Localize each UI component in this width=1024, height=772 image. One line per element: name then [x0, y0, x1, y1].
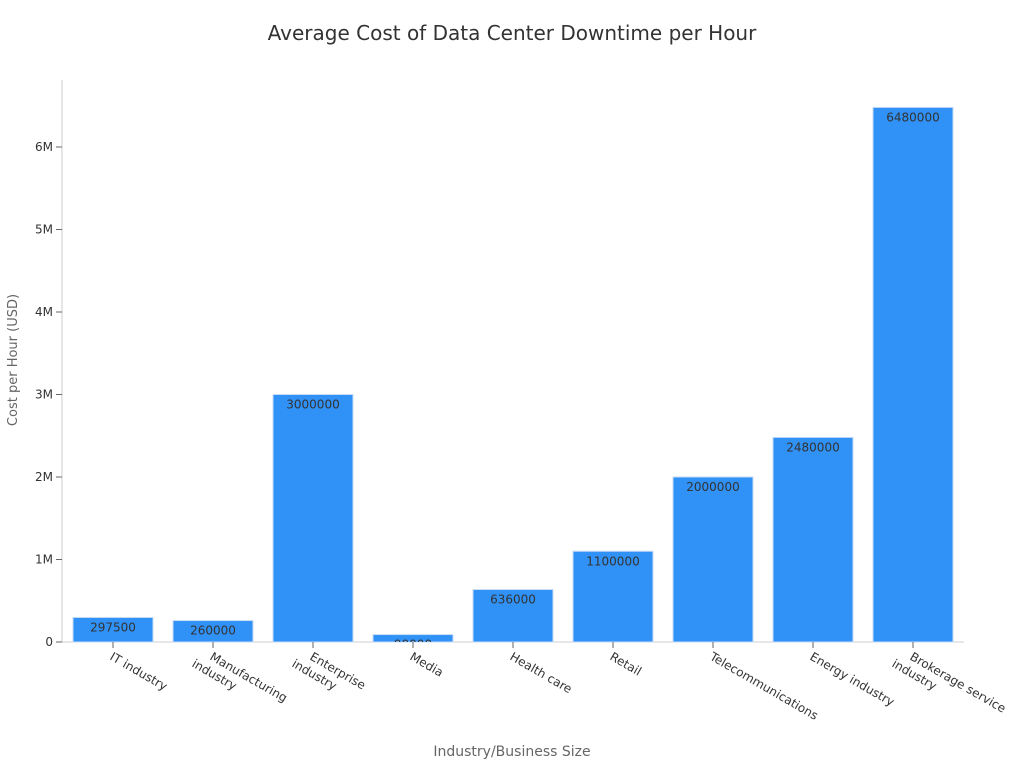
x-tick-label: Manufacturingindustry	[190, 643, 290, 718]
x-axis-label: Industry/Business Size	[433, 744, 590, 760]
y-tick-label: 6M	[35, 140, 53, 154]
y-tick-label: 0	[45, 635, 53, 649]
bar	[872, 106, 954, 643]
x-tick-label: Enterpriseindustry	[290, 643, 368, 705]
x-tick-label: Telecommunications	[707, 649, 821, 723]
y-tick-label: 1M	[35, 553, 53, 567]
bar	[572, 550, 654, 643]
data-label: 1100000	[586, 554, 639, 568]
x-tick-label: Energy industry	[808, 649, 897, 709]
bar	[72, 616, 154, 643]
data-label: 2480000	[786, 440, 839, 454]
data-label: 636000	[490, 593, 536, 607]
y-tick-label: 2M	[35, 470, 53, 484]
x-tick-label: IT industry	[108, 649, 170, 693]
y-tick-label: 5M	[35, 223, 53, 237]
data-label: 90000	[394, 638, 432, 652]
x-tick-label: Retail	[608, 649, 644, 678]
bar	[472, 589, 554, 643]
chart-title: Average Cost of Data Center Downtime per…	[268, 21, 757, 45]
data-label: 3000000	[286, 398, 339, 412]
data-label: 260000	[190, 624, 236, 638]
y-tick-label: 4M	[35, 305, 53, 319]
data-label: 2000000	[686, 480, 739, 494]
y-tick-label: 3M	[35, 388, 53, 402]
x-tick-label: Media	[408, 649, 446, 679]
x-tick-label: Brokerage serviceindustry	[890, 643, 1009, 728]
data-label: 6480000	[886, 110, 939, 124]
x-tick-label: Health care	[508, 649, 575, 696]
data-label: 297500	[90, 620, 136, 634]
bar	[672, 476, 754, 643]
bar	[272, 394, 354, 643]
y-axis-label: Cost per Hour (USD)	[6, 294, 21, 426]
bar	[772, 436, 854, 643]
